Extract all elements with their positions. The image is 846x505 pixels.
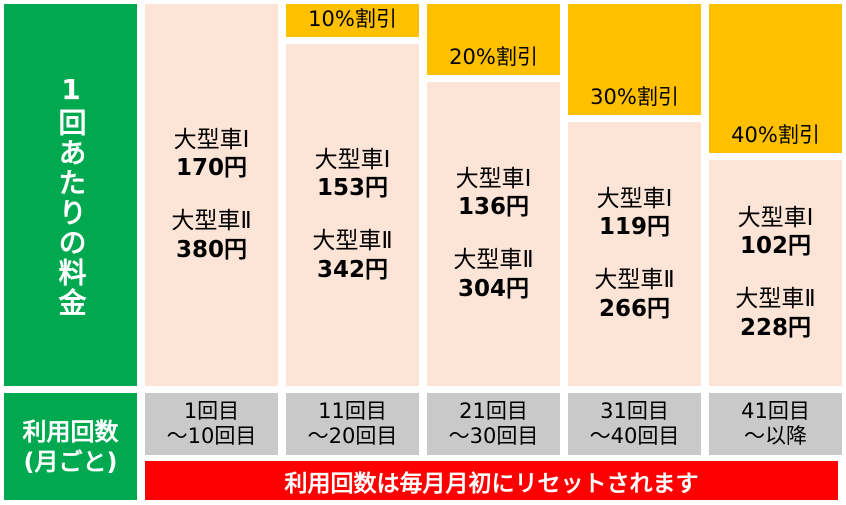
vehicle-price: 304円 bbox=[457, 275, 529, 302]
vehicle-price: 380円 bbox=[175, 236, 247, 263]
usage-range: 11回目 ～20回目 bbox=[286, 393, 419, 455]
range-end: ～以降 bbox=[744, 424, 807, 448]
vehicle-price: 136円 bbox=[457, 194, 529, 221]
vehicle: 大型車Ⅰ 153円 bbox=[315, 146, 391, 204]
range-end: ～10回目 bbox=[166, 424, 257, 448]
range-start: 21回目 bbox=[459, 398, 528, 423]
vehicle-type: 大型車Ⅰ bbox=[314, 146, 391, 173]
discount: 30%割引 bbox=[568, 4, 701, 115]
reset-note: 利用回数は毎月月初にリセットされます bbox=[145, 461, 838, 500]
vehicle-price: 342円 bbox=[316, 256, 388, 283]
vehicle-price: 153円 bbox=[316, 175, 388, 202]
price-box: 大型車Ⅰ 136円 大型車Ⅱ 304円 bbox=[427, 82, 560, 386]
price-label: 1回あたりの料金 bbox=[54, 72, 88, 318]
discount: 10%割引 bbox=[286, 4, 419, 37]
price-box: 大型車Ⅰ 170円 大型車Ⅱ 380円 bbox=[145, 4, 278, 386]
usage-range: 31回目 ～40回目 bbox=[568, 393, 701, 455]
vehicle-price: 119円 bbox=[598, 214, 670, 241]
vehicle-type: 大型車Ⅰ bbox=[596, 185, 673, 212]
vehicle: 大型車Ⅰ 119円 bbox=[597, 185, 673, 243]
vehicle-type: 大型車Ⅱ bbox=[735, 286, 816, 312]
price-label-box: 1回あたりの料金 bbox=[4, 4, 137, 386]
vehicle: 大型車Ⅱ 342円 bbox=[312, 227, 392, 285]
price-box: 大型車Ⅰ 102円 大型車Ⅱ 228円 bbox=[709, 160, 842, 386]
vehicle: 大型車Ⅰ 170円 bbox=[174, 126, 250, 184]
range-end: ～30回目 bbox=[448, 424, 539, 448]
usage-range: 41回目 ～以降 bbox=[709, 393, 842, 455]
vehicle-type: 大型車Ⅰ bbox=[173, 126, 250, 153]
price-box: 大型車Ⅰ 153円 大型車Ⅱ 342円 bbox=[286, 44, 419, 386]
usage-range: 1回目 ～10回目 bbox=[145, 393, 278, 455]
usage-label: (月ごと) bbox=[23, 447, 118, 476]
range-start: 41回目 bbox=[741, 398, 810, 423]
discount: 20%割引 bbox=[427, 4, 560, 75]
usage-range: 21回目 ～30回目 bbox=[427, 393, 560, 455]
vehicle: 大型車Ⅱ 380円 bbox=[171, 207, 251, 265]
range-start: 1回目 bbox=[183, 398, 240, 423]
vehicle-price: 228円 bbox=[739, 314, 811, 341]
price-box: 大型車Ⅰ 119円 大型車Ⅱ 266円 bbox=[568, 122, 701, 386]
vehicle-type: 大型車Ⅱ bbox=[312, 228, 393, 254]
vehicle-type: 大型車Ⅱ bbox=[453, 247, 534, 273]
discount: 40%割引 bbox=[709, 4, 842, 153]
vehicle: 大型車Ⅰ 102円 bbox=[738, 204, 814, 262]
vehicle: 大型車Ⅰ 136円 bbox=[456, 165, 532, 223]
range-start: 31回目 bbox=[600, 398, 669, 423]
vehicle-type: 大型車Ⅱ bbox=[171, 208, 252, 234]
vehicle-price: 266円 bbox=[598, 295, 670, 322]
vehicle-price: 170円 bbox=[175, 155, 247, 182]
usage-label: 利用回数 bbox=[22, 417, 119, 446]
vehicle-type: 大型車Ⅰ bbox=[737, 204, 814, 231]
vehicle-price: 102円 bbox=[739, 233, 811, 260]
range-end: ～40回目 bbox=[589, 424, 680, 448]
vehicle-type: 大型車Ⅰ bbox=[455, 165, 532, 192]
range-end: ～20回目 bbox=[307, 424, 398, 448]
vehicle: 大型車Ⅱ 266円 bbox=[594, 266, 674, 324]
usage-label-box: 利用回数 (月ごと) bbox=[4, 393, 137, 500]
range-start: 11回目 bbox=[318, 398, 387, 423]
vehicle: 大型車Ⅱ 228円 bbox=[735, 285, 815, 343]
vehicle-type: 大型車Ⅱ bbox=[594, 267, 675, 293]
vehicle: 大型車Ⅱ 304円 bbox=[453, 246, 533, 304]
